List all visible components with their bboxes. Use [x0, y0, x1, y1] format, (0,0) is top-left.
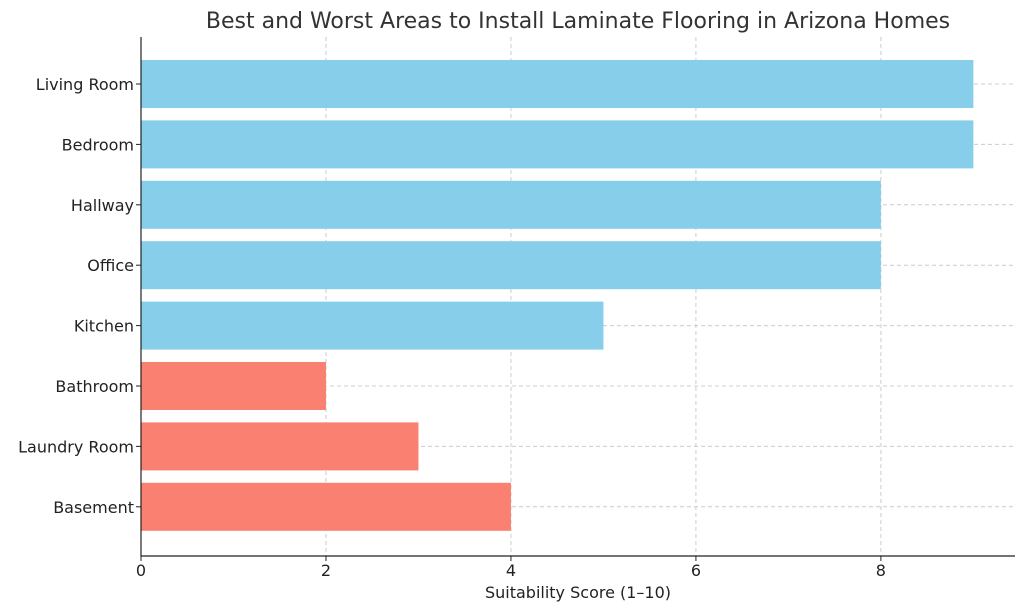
bars — [141, 60, 974, 531]
x-tick-label: 4 — [506, 561, 516, 580]
bar-bathroom — [141, 362, 326, 410]
x-tick-label: 0 — [136, 561, 146, 580]
y-tick-label: Laundry Room — [18, 437, 134, 456]
gridlines — [140, 37, 1015, 556]
y-tick-label: Basement — [53, 498, 134, 517]
bar-living-room — [141, 60, 974, 108]
bar-basement — [141, 482, 511, 531]
chart-title: Best and Worst Areas to Install Laminate… — [206, 9, 950, 34]
x-tick-label: 8 — [876, 561, 886, 580]
y-tick-label: Hallway — [71, 196, 134, 215]
bar-hallway — [141, 180, 881, 229]
x-axis-label: Suitability Score (1–10) — [485, 583, 671, 602]
bar-bedroom — [141, 120, 974, 169]
y-tick-label: Living Room — [36, 75, 134, 94]
x-tick-label: 6 — [691, 561, 701, 580]
bar-office — [141, 241, 881, 290]
y-tick-label: Bedroom — [62, 135, 134, 154]
axes: Living Room Bedroom Hallway Office Kitchen Ba… — [18, 37, 1015, 580]
bar-kitchen — [141, 301, 604, 350]
y-tick-label: Kitchen — [74, 317, 134, 336]
y-tick-label: Bathroom — [55, 377, 134, 396]
x-tick-label: 2 — [321, 561, 331, 580]
y-tick-label: Office — [87, 256, 134, 275]
bar-laundry-room — [141, 422, 419, 471]
